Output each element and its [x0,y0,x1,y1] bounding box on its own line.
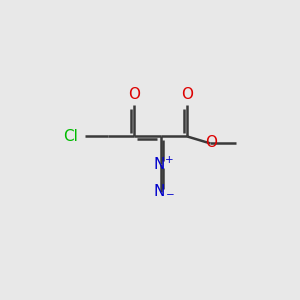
Text: −: − [166,190,175,200]
Text: +: + [165,155,174,165]
Text: O: O [181,87,193,102]
Text: Cl: Cl [63,129,77,144]
Text: N: N [153,184,164,200]
Text: N: N [153,157,164,172]
Text: O: O [206,135,218,150]
Text: O: O [128,87,140,102]
